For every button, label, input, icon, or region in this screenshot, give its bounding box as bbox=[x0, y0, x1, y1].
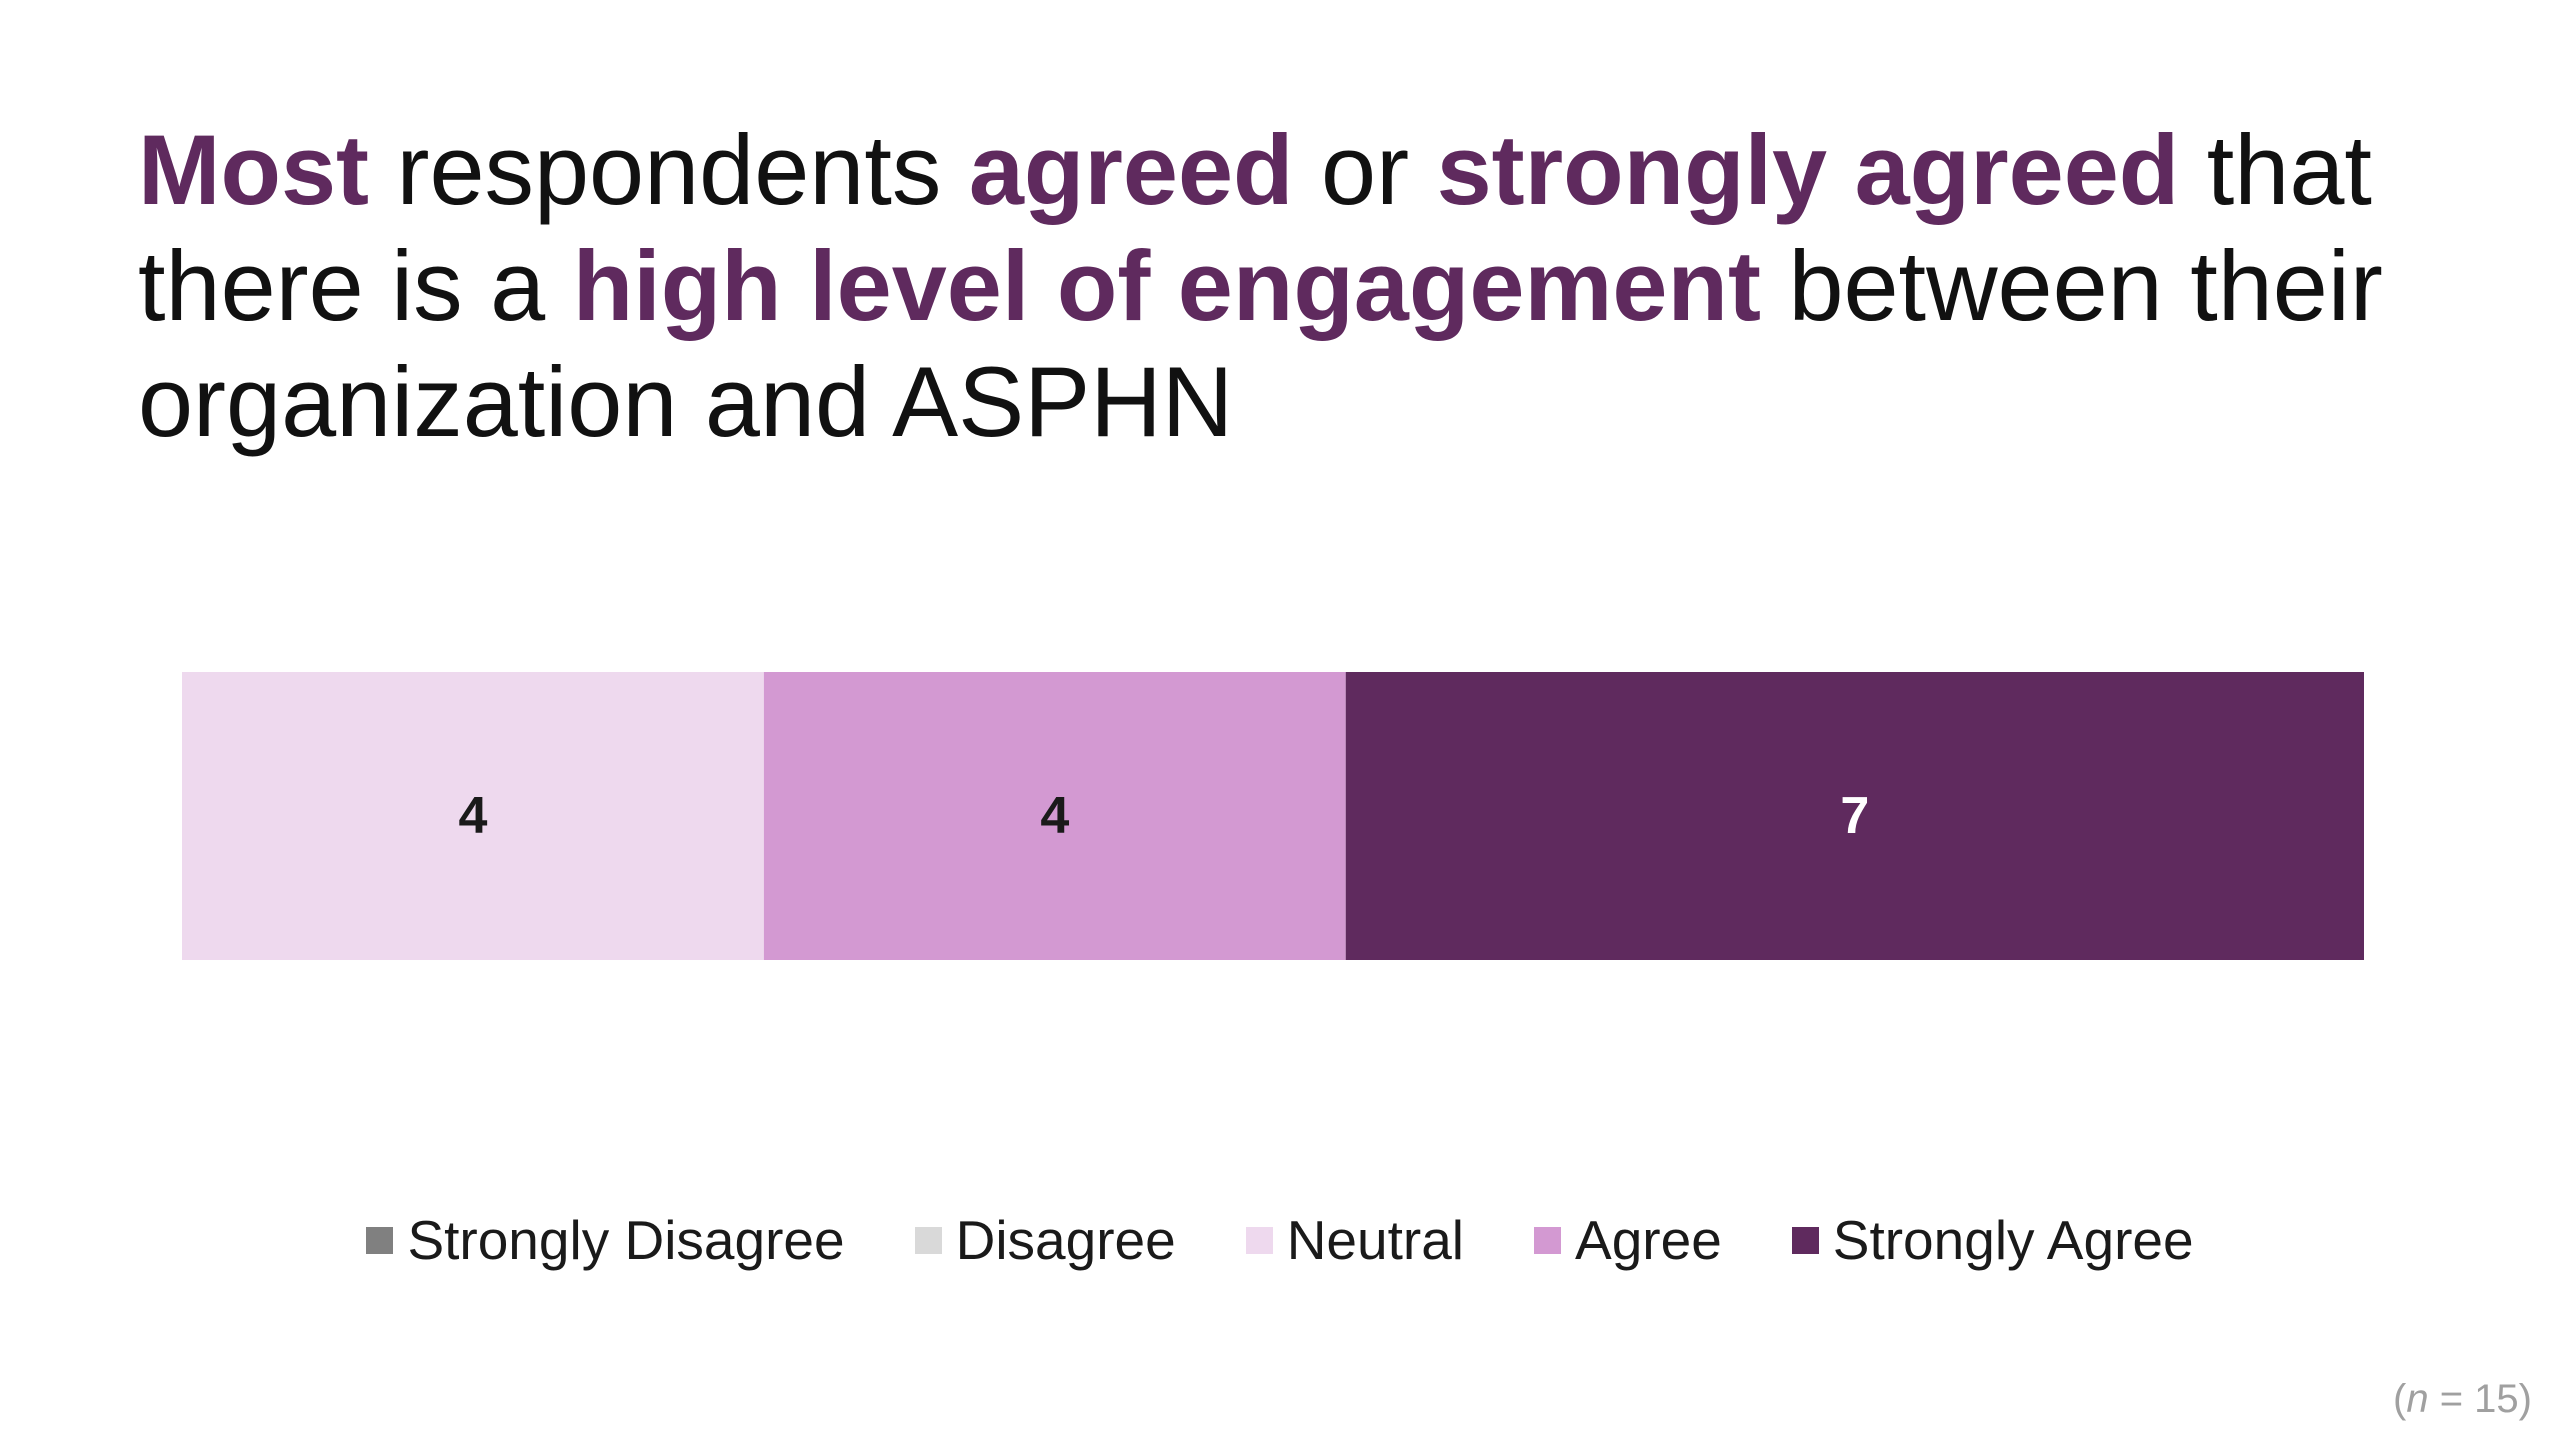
bar-segment-agree bbox=[763, 672, 1346, 960]
title-emphasis: agreed bbox=[968, 114, 1294, 225]
legend-label: Strongly Agree bbox=[1832, 1209, 2194, 1271]
data-label-agree: 4 bbox=[1040, 787, 1069, 845]
chart-legend: Strongly Disagree Disagree Neutral Agree Str… bbox=[0, 1208, 2560, 1272]
title-emphasis: strongly agreed bbox=[1436, 114, 2180, 225]
title-emphasis: Most bbox=[138, 114, 369, 225]
bar-segment-strongly-agree bbox=[1345, 672, 2364, 960]
legend-swatch bbox=[1791, 1226, 1819, 1254]
title-text: respondents bbox=[368, 114, 969, 225]
legend-label: Disagree bbox=[955, 1209, 1176, 1271]
legend-label: Strongly Disagree bbox=[407, 1209, 845, 1271]
legend-swatch bbox=[1245, 1226, 1273, 1254]
title-text: that there is a bbox=[138, 114, 2372, 341]
data-label-neutral: 4 bbox=[458, 787, 487, 845]
bar-segment-neutral bbox=[182, 672, 764, 960]
title-text: or bbox=[1293, 114, 1437, 225]
legend-item: Agree bbox=[1534, 1208, 1722, 1272]
sample-size-note: (n = 15) bbox=[2393, 1377, 2532, 1421]
slide-title: Most respondents agreed or strongly agre… bbox=[138, 112, 2438, 460]
legend-item: Strongly Agree bbox=[1791, 1208, 2194, 1272]
legend-swatch bbox=[914, 1226, 942, 1254]
legend-item: Neutral bbox=[1245, 1208, 1465, 1272]
title-emphasis: high level of engagement bbox=[572, 230, 1761, 341]
legend-item: Strongly Disagree bbox=[366, 1208, 845, 1272]
legend-label: Neutral bbox=[1286, 1209, 1465, 1271]
legend-item: Disagree bbox=[914, 1208, 1176, 1272]
title-text: between their organization and ASPHN bbox=[138, 230, 2383, 457]
legend-swatch bbox=[1534, 1226, 1562, 1254]
legend-label: Agree bbox=[1575, 1209, 1722, 1271]
legend-swatch bbox=[366, 1226, 394, 1254]
data-label-strongly-agree: 7 bbox=[1840, 787, 1869, 845]
